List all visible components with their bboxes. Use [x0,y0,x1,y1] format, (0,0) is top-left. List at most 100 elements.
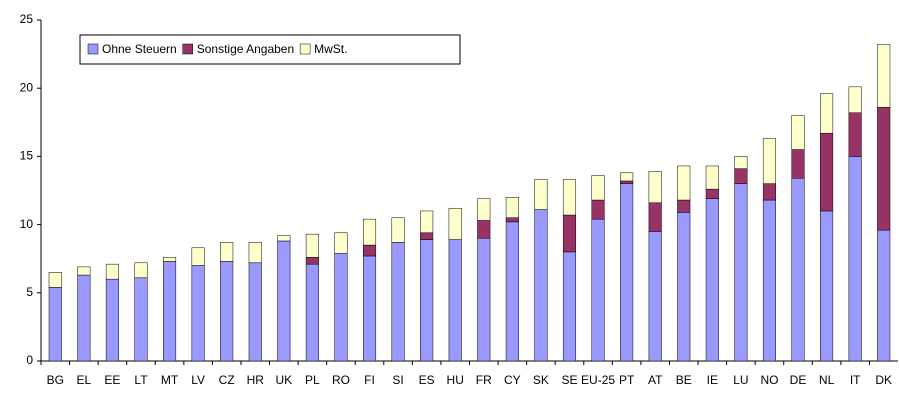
legend-swatch [182,43,193,55]
bar-segment [534,179,548,210]
bar-segment [248,242,262,264]
bar-segment [877,44,891,108]
x-tick-label: EU-25 [581,373,615,387]
x-tick-label: PT [619,373,635,387]
x-tick-label: EL [77,373,92,387]
x-tick-label: HU [447,373,464,387]
bar-segment [305,233,319,258]
bar-segment [620,183,634,362]
x-tick-label: FR [476,373,492,387]
bar-segment [362,255,377,362]
bar-segment [877,229,891,362]
bar-segment [591,199,605,220]
bar-segment [420,232,434,240]
x-tick-label: HR [247,373,265,387]
x-tick-label: FI [364,373,375,387]
bar-segment [163,257,177,262]
x-tick-label: DE [790,373,807,387]
x-tick-label: CY [504,373,521,387]
bar-segment [591,175,605,201]
legend-swatch [299,43,311,55]
bar-segment [820,210,834,362]
x-tick-label: BE [676,373,692,387]
x-tick-label: NL [819,373,835,387]
bar-segment [220,261,234,362]
bar-segment [562,179,577,216]
x-tick-label: AT [648,373,663,387]
bar-segment [477,237,491,362]
x-tick-label: UK [275,373,292,387]
bar-segment [534,209,548,362]
legend-box [79,34,461,65]
bar-segment [762,199,776,362]
bar-segment [648,171,662,204]
x-tick-label: LV [191,373,205,387]
y-tick-label: 15 [20,149,34,163]
bar-segment [448,239,462,362]
bar-segment [77,266,91,276]
bar-segment [448,207,462,240]
legend-label: Ohne Steuern [102,42,177,56]
bar-segment [562,214,577,253]
legend-label: MwSt. [314,42,347,56]
bar-segment [677,212,691,362]
bar-segment [420,239,434,362]
bar-segment [134,277,148,362]
x-tick-label: SE [561,373,577,387]
y-tick-label: 10 [20,217,34,231]
y-tick-label: 0 [26,353,33,367]
bar-segment [734,183,748,362]
bar-segment [762,138,776,184]
x-tick-label: MT [161,373,179,387]
bar-segment [77,274,91,362]
bar-segment [391,242,405,362]
bar-segment [648,202,662,232]
x-tick-label: PL [305,373,320,387]
bar-segment [648,231,662,362]
x-tick-label: SK [533,373,549,387]
bar-segment [705,165,719,190]
bar-segment [734,156,748,169]
bar-segment [791,177,805,362]
bar-segment [305,263,319,362]
bar-segment [48,287,62,362]
bar-segment [791,149,805,179]
bar-segment [334,232,348,254]
bar-segment [848,86,862,114]
bar-segment [734,168,748,184]
x-tick-label: IT [850,373,861,387]
bar-segment [220,242,234,262]
bar-segment [677,199,691,213]
bar-segment [562,251,577,362]
bar-segment [848,156,862,362]
x-tick-label: RO [332,373,350,387]
bar-segment [477,220,491,239]
bar-segment [48,272,62,288]
x-tick-label: LU [733,373,748,387]
x-tick-label: DK [875,373,892,387]
bar-segment [677,165,691,201]
bar-segment [762,183,776,201]
bar-segment [791,115,805,150]
bar-segment [477,198,491,221]
bar-segment [163,261,177,362]
y-tick-label: 5 [26,285,33,299]
x-tick-label: NO [760,373,778,387]
x-tick-label: IE [707,373,718,387]
bar-segment [820,132,834,212]
bar-segment [820,93,834,134]
bar-segment [362,244,377,257]
bar-segment [705,188,719,199]
bar-segment [620,172,634,182]
x-tick-label: LT [134,373,148,387]
bar-segment [620,180,634,184]
bar-segment [105,278,119,362]
bar-segment [591,218,605,362]
bar-segment [505,197,519,219]
x-tick-label: SI [392,373,403,387]
bar-segment [248,262,262,362]
bar-segment [277,235,291,242]
bar-segment [362,218,377,246]
bar-segment [505,217,519,223]
